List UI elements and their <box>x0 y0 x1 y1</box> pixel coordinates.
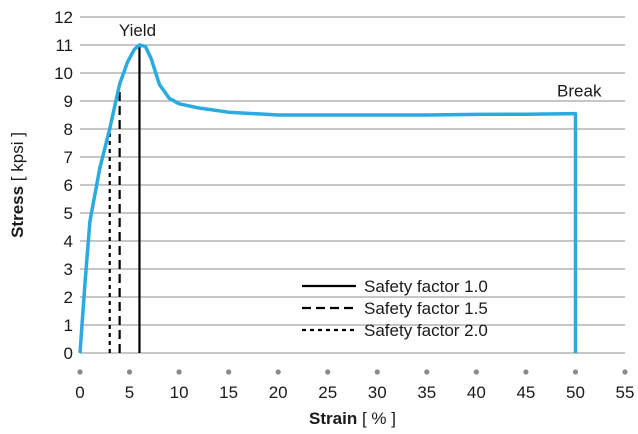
annotation-yield: Yield <box>119 21 156 40</box>
x-tick-dot-55 <box>622 369 628 375</box>
x-tick-label-10: 10 <box>170 383 189 402</box>
x-axis-title-main: Strain <box>309 409 357 428</box>
y-tick-label-12: 12 <box>54 8 73 27</box>
x-axis-title: Strain [ % ] <box>309 409 396 428</box>
x-tick-dot-10 <box>176 369 182 375</box>
y-axis-title: Stress [ kpsi ] <box>8 132 27 238</box>
x-tick-dot-30 <box>374 369 380 375</box>
y-tick-label-4: 4 <box>64 232 73 251</box>
curve-annotations: Yield Break <box>119 21 602 101</box>
x-tick-label-30: 30 <box>368 383 387 402</box>
y-tick-label-6: 6 <box>64 176 73 195</box>
y-tick-label-11: 11 <box>55 36 73 55</box>
x-tick-label-15: 15 <box>219 383 238 402</box>
x-tick-label-35: 35 <box>417 383 436 402</box>
x-tick-label-5: 5 <box>125 383 134 402</box>
x-tick-label-25: 25 <box>318 383 337 402</box>
x-tick-label-0: 0 <box>75 383 84 402</box>
x-axis-title-unit: [ % ] <box>362 409 396 428</box>
x-tick-dot-5 <box>126 369 133 375</box>
legend-label-1: Safety factor 1.0 <box>364 277 488 296</box>
legend: Safety factor 1.0 Safety factor 1.5 Safety… <box>302 277 488 340</box>
y-axis-title-main: Stress <box>8 186 27 238</box>
y-tick-label-0: 0 <box>64 344 73 363</box>
x-tick-dot-50 <box>572 369 579 375</box>
x-tick-dot-35 <box>424 369 430 375</box>
x-tick-label-45: 45 <box>516 383 535 402</box>
y-tick-label-9: 9 <box>64 92 73 111</box>
x-tick-dots <box>77 369 628 375</box>
legend-label-3: Safety factor 2.0 <box>364 321 488 340</box>
x-tick-label-20: 20 <box>269 383 288 402</box>
y-gridlines <box>80 16 625 354</box>
x-tick-label-50: 50 <box>566 383 585 402</box>
x-tick-dot-15 <box>226 369 232 375</box>
annotation-break: Break <box>557 82 602 101</box>
safety-factor-lines <box>108 45 141 353</box>
x-tick-labels: 0 5 10 15 20 25 30 35 40 45 50 55 <box>75 383 634 402</box>
y-tick-label-7: 7 <box>64 148 73 167</box>
y-tick-label-2: 2 <box>64 288 73 307</box>
y-tick-label-10: 10 <box>54 64 73 83</box>
x-tick-dot-0 <box>77 369 83 375</box>
x-tick-dot-40 <box>473 369 479 375</box>
y-tick-label-8: 8 <box>64 120 73 139</box>
x-tick-label-55: 55 <box>616 383 635 402</box>
legend-label-2: Safety factor 1.5 <box>364 299 488 318</box>
x-tick-label-40: 40 <box>467 383 486 402</box>
x-tick-dot-25 <box>325 369 331 375</box>
stress-strain-curve <box>78 43 578 354</box>
y-tick-label-3: 3 <box>64 260 73 279</box>
x-tick-dot-20 <box>275 369 281 375</box>
y-tick-label-5: 5 <box>64 204 73 223</box>
y-axis-title-unit: [ kpsi ] <box>8 132 27 181</box>
x-tick-dot-45 <box>523 369 529 375</box>
y-tick-label-1: 1 <box>64 316 73 335</box>
